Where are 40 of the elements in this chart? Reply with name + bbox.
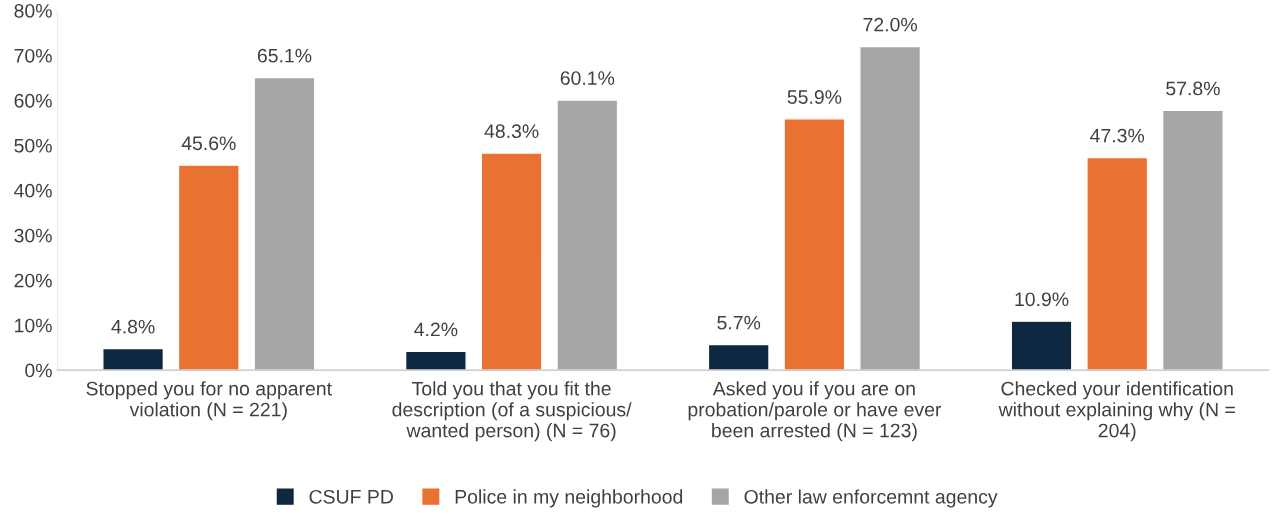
data-label: 57.8% (1166, 81, 1220, 96)
data-label: 5.7% (717, 315, 761, 330)
x-tick-label: Asked you if you are on probation/parole or have ever been arrested (N = 123) (688, 381, 942, 442)
y-tick-label: 20% (14, 273, 52, 288)
y-tick-label: 50% (14, 138, 52, 153)
x-tick-label: Checked your identification without explaining why (N = 204) (998, 381, 1235, 442)
x-tick-label: Stopped you for no apparent violation (N = 221) (86, 381, 332, 421)
data-label: 55.9% (787, 90, 842, 104)
legend-label: Other law enforcemnt agency (744, 489, 998, 508)
data-label: 48.3% (484, 124, 539, 139)
y-tick-label: 30% (14, 228, 52, 243)
bar (1010, 320, 1073, 371)
bar (556, 99, 619, 371)
data-label: 10.9% (1015, 292, 1069, 307)
y-tick-label: 10% (15, 318, 52, 333)
bar (404, 350, 467, 371)
bar (707, 343, 770, 371)
bar (1086, 156, 1149, 371)
data-label: 72.0% (863, 17, 917, 32)
data-label: 65.1% (257, 48, 312, 63)
legend-label: CSUF PD (309, 489, 393, 504)
legend-label: Police in my neighborhood (455, 489, 683, 508)
data-label: 45.6% (181, 136, 236, 151)
y-tick-label: 40% (14, 183, 52, 198)
data-label: 60.1% (560, 71, 615, 85)
y-tick-label: 60% (14, 93, 52, 108)
bar (177, 164, 240, 371)
data-label: 4.8% (111, 319, 155, 334)
bar (102, 347, 165, 371)
y-tick-label: 0% (25, 363, 52, 378)
data-label: 47.3% (1090, 128, 1145, 143)
bar (859, 45, 922, 371)
data-label: 4.2% (414, 322, 458, 337)
bar (253, 76, 316, 371)
bar (480, 152, 543, 371)
bar (783, 118, 846, 371)
x-tick-label: Told you that you fit the description (of a suspicious/ wanted person) (N = 76) (392, 381, 632, 442)
bar (1161, 109, 1224, 371)
y-tick-label: 80% (14, 3, 52, 18)
y-tick-label: 70% (14, 48, 52, 63)
